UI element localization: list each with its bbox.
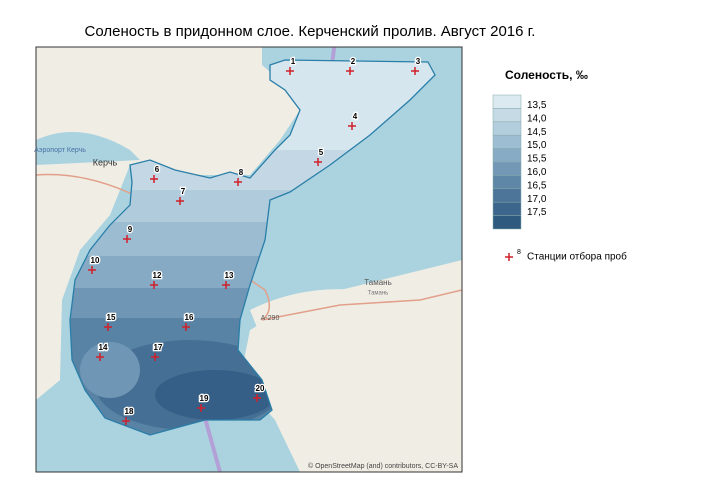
station-label: 16 (185, 313, 194, 322)
legend-swatch (492, 215, 522, 230)
legend-title: Соленость, ‰ (505, 68, 588, 82)
legend-level: 14,5 (527, 127, 547, 138)
place-label: Аэропорт Керчь (34, 147, 86, 154)
station-label: 8 (239, 168, 244, 177)
legend-level: 13,5 (527, 100, 547, 111)
legend-level: 17,5 (527, 207, 547, 218)
legend-level: 17,0 (527, 194, 547, 205)
station-label: 18 (125, 407, 134, 416)
place-label: A-290 (261, 315, 280, 322)
station-label: 3 (416, 57, 421, 66)
place-label: Керчь (93, 157, 118, 167)
legend-symbol: 8 (517, 249, 521, 256)
station-label: 4 (353, 112, 358, 121)
legend-swatch (492, 134, 522, 149)
legend-station-label: Станции отбора проб (527, 251, 627, 263)
legend-level: 15,5 (527, 154, 547, 165)
place-label: Тамань (364, 278, 392, 287)
station-label: 2 (351, 57, 356, 66)
basemap (36, 47, 462, 472)
station-label: 10 (91, 256, 100, 265)
station-label: 19 (200, 394, 209, 403)
legend-swatch (492, 94, 522, 109)
legend-swatch (492, 201, 522, 216)
attribution: © OpenStreetMap (and) contributors, CC-B… (308, 462, 458, 470)
station-label: 12 (153, 271, 162, 280)
station-label: 5 (319, 148, 324, 157)
station-label: 14 (99, 343, 108, 352)
station-label: 6 (155, 165, 160, 174)
station-label: 17 (154, 343, 163, 352)
legend-level: 16,0 (527, 167, 547, 178)
station-label: 15 (107, 313, 116, 322)
legend-level: 16,5 (527, 180, 547, 191)
station-label: 20 (256, 384, 265, 393)
legend-swatch (492, 175, 522, 190)
legend-swatch (492, 161, 522, 176)
place-label: Тамань (368, 291, 389, 297)
map-frame (35, 46, 463, 473)
legend-swatch (492, 108, 522, 123)
station-label: 9 (128, 225, 133, 234)
legend-swatch (492, 148, 522, 163)
map-title: Соленость в придонном слое. Керченский п… (85, 23, 536, 40)
station-label: 1 (291, 57, 296, 66)
legend-level: 15,0 (527, 140, 547, 151)
legend-swatch (492, 188, 522, 203)
station-label: 13 (225, 271, 234, 280)
legend-swatch (492, 121, 522, 136)
legend-level: 14,0 (527, 113, 547, 124)
station-label: 7 (181, 187, 186, 196)
